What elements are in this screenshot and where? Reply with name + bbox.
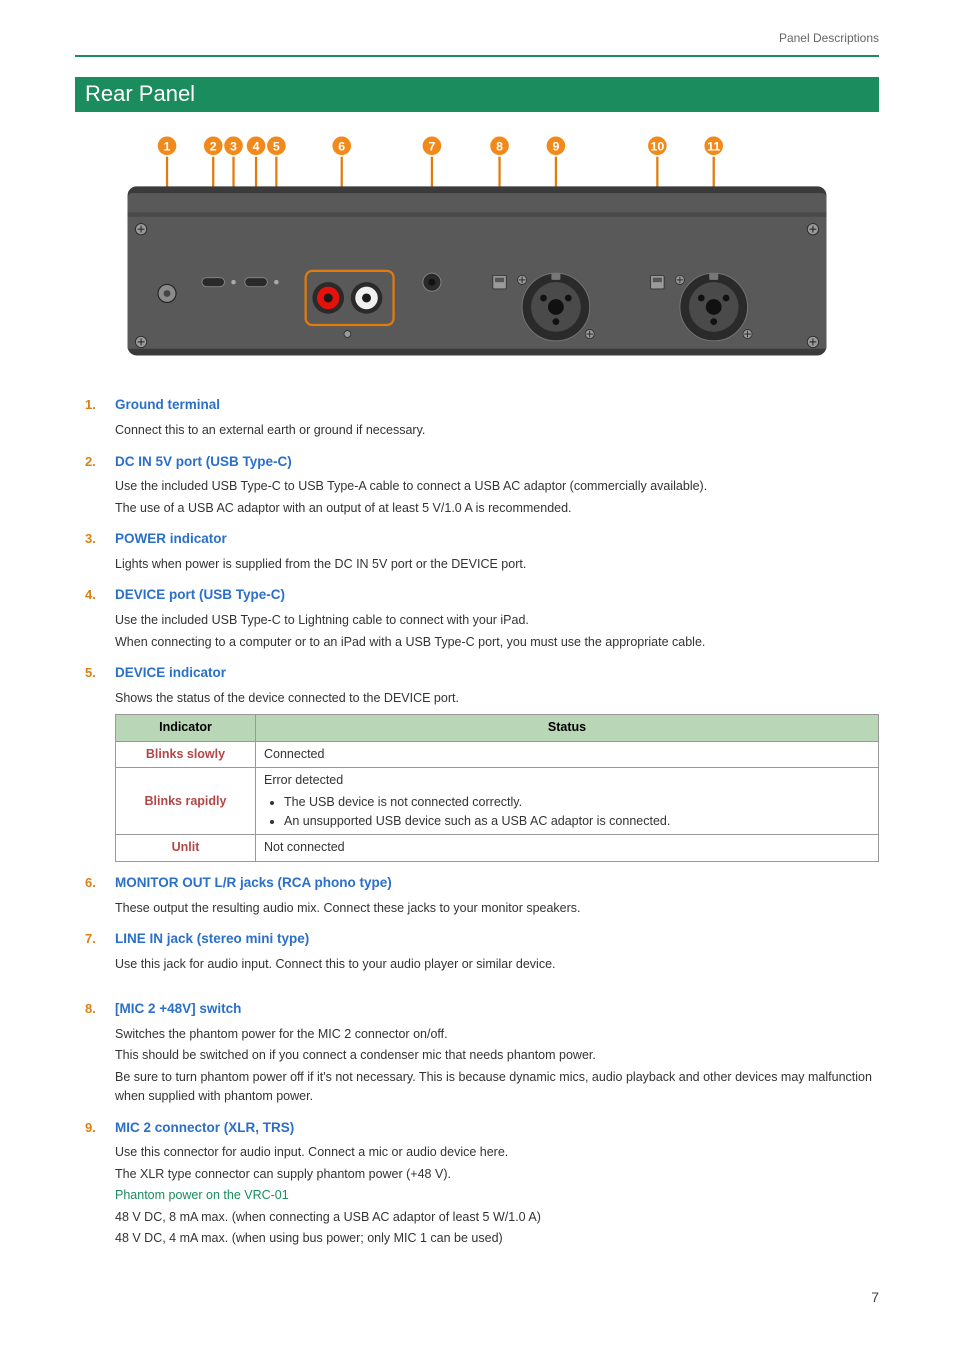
svg-text:11: 11: [707, 139, 720, 153]
item-heading: DEVICE indicator: [115, 664, 226, 683]
section-title: Rear Panel: [75, 77, 879, 112]
item-heading: MIC 2 connector (XLR, TRS): [115, 1119, 294, 1138]
breadcrumb: Panel Descriptions: [75, 30, 879, 47]
item-body: Use this connector for audio input. Conn…: [75, 1143, 879, 1248]
item-heading: POWER indicator: [115, 530, 227, 549]
item-body: These output the resulting audio mix. Co…: [75, 899, 879, 918]
item-heading: MONITOR OUT L/R jacks (RCA phono type): [115, 874, 392, 893]
description-item: 9.MIC 2 connector (XLR, TRS) Use this con…: [75, 1119, 879, 1249]
item-number: 6.: [85, 874, 115, 892]
svg-text:10: 10: [650, 139, 664, 153]
description-item: 6.MONITOR OUT L/R jacks (RCA phono type)…: [75, 874, 879, 918]
description-item: 1.Ground terminal Connect this to an exte…: [75, 396, 879, 440]
item-number: 2.: [85, 453, 115, 471]
description-item: 4.DEVICE port (USB Type-C) Use the includ…: [75, 586, 879, 652]
item-body: Use the included USB Type-C to Lightning…: [75, 611, 879, 652]
item-number: 7.: [85, 930, 115, 948]
diagram-svg: 1234567891011: [105, 130, 849, 367]
item-number: 1.: [85, 396, 115, 414]
description-item: 5.DEVICE indicator Shows the status of th…: [75, 664, 879, 862]
items-list: 1.Ground terminal Connect this to an exte…: [75, 396, 879, 1248]
svg-text:5: 5: [273, 139, 280, 153]
status-table: IndicatorStatusBlinks slowlyConnectedBli…: [115, 714, 879, 861]
item-number: 9.: [85, 1119, 115, 1137]
rear-panel-diagram: 1234567891011: [105, 130, 849, 367]
item-heading: [MIC 2 +48V] switch: [115, 1000, 241, 1019]
svg-text:7: 7: [428, 139, 435, 153]
svg-text:9: 9: [552, 139, 559, 153]
item-heading: DC IN 5V port (USB Type-C): [115, 453, 292, 472]
item-body: Use the included USB Type-C to USB Type-…: [75, 477, 879, 518]
description-item: 2.DC IN 5V port (USB Type-C) Use the incl…: [75, 453, 879, 519]
item-heading: Ground terminal: [115, 396, 220, 415]
item-heading: DEVICE port (USB Type-C): [115, 586, 285, 605]
item-body: Shows the status of the device connected…: [75, 689, 879, 862]
item-heading: LINE IN jack (stereo mini type): [115, 930, 309, 949]
svg-text:8: 8: [496, 139, 503, 153]
svg-text:4: 4: [253, 139, 260, 153]
item-body: Use this jack for audio input. Connect t…: [75, 955, 879, 974]
item-number: 4.: [85, 586, 115, 604]
svg-text:3: 3: [230, 139, 237, 153]
description-item: 3.POWER indicator Lights when power is su…: [75, 530, 879, 574]
item-number: 5.: [85, 664, 115, 682]
header-divider: [75, 55, 879, 57]
description-item: 7.LINE IN jack (stereo mini type) Use thi…: [75, 930, 879, 974]
page-number: 7: [75, 1288, 879, 1308]
svg-text:2: 2: [210, 139, 217, 153]
item-number: 3.: [85, 530, 115, 548]
item-body: Connect this to an external earth or gro…: [75, 421, 879, 440]
item-body: Lights when power is supplied from the D…: [75, 555, 879, 574]
svg-text:1: 1: [164, 139, 171, 153]
item-body: Switches the phantom power for the MIC 2…: [75, 1025, 879, 1107]
item-number: 8.: [85, 1000, 115, 1018]
description-item: 8.[MIC 2 +48V] switch Switches the phanto…: [75, 1000, 879, 1106]
svg-text:6: 6: [338, 139, 345, 153]
